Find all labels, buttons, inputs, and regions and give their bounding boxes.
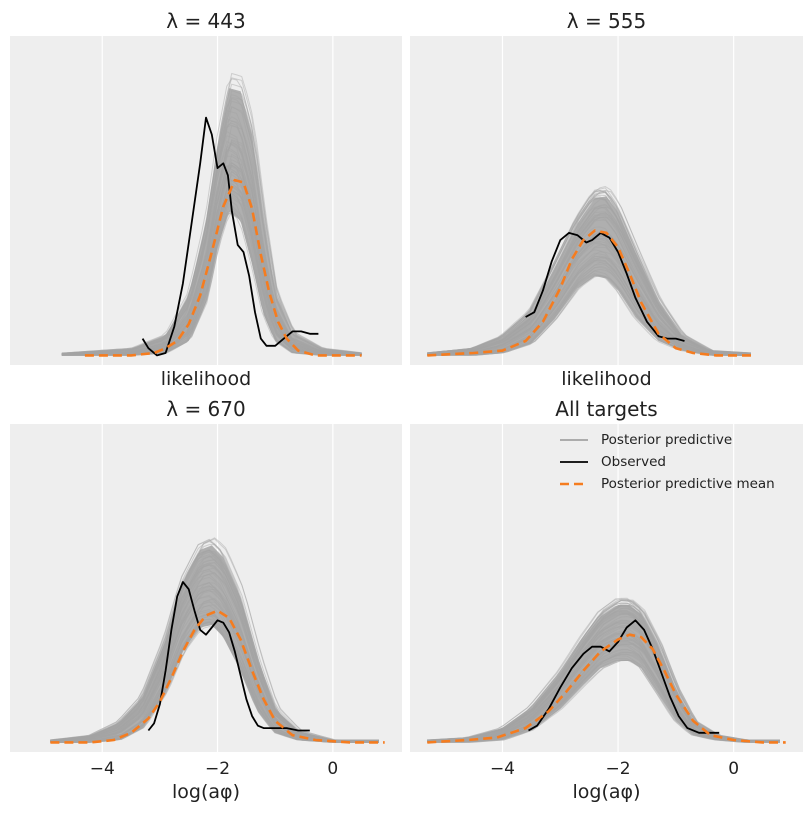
panel-4: All targets −4 −2 0 log(aφ) — [410, 397, 803, 803]
plot-area — [410, 424, 803, 752]
x-tick-label: −2 — [205, 759, 230, 779]
x-axis-label: log(aφ) — [172, 781, 240, 803]
panel-3: λ = 670 −4 −2 0 log(aφ) — [10, 397, 402, 803]
posterior-predictive-line — [427, 185, 752, 354]
posterior-predictive-mean-line — [427, 229, 751, 357]
posterior-predictive-curves — [61, 72, 362, 356]
panel-2: λ = 555 likelihood — [410, 9, 803, 390]
x-axis-label: likelihood — [561, 368, 651, 390]
posterior-predictive-curves — [50, 537, 379, 743]
posterior-predictive-mean-line — [50, 609, 385, 744]
legend-label: Posterior predictive mean — [601, 476, 775, 492]
posterior-predictive-line — [427, 191, 752, 354]
posterior-predictive-core — [50, 545, 379, 743]
posterior-predictive-mean-line — [84, 178, 362, 357]
posterior-predictive-mean-line — [427, 633, 786, 744]
posterior-predictive-line — [427, 599, 780, 741]
x-axis-label: likelihood — [161, 368, 251, 390]
posterior-predictive-curves — [427, 185, 752, 356]
legend-label: Observed — [601, 454, 666, 470]
panel-title: λ = 443 — [166, 9, 245, 33]
posterior-predictive-line — [427, 191, 752, 354]
posterior-predictive-core — [427, 196, 751, 356]
posterior-predictive-line — [50, 540, 379, 741]
posterior-predictive-line — [427, 191, 752, 354]
x-axis-label: log(aφ) — [573, 781, 641, 803]
x-tick-label: 0 — [327, 759, 338, 779]
x-tick-label: −4 — [90, 759, 115, 779]
panel-title: All targets — [555, 397, 657, 421]
legend: Posterior predictive Observed Posterior pr… — [560, 432, 775, 492]
x-tick-label: −4 — [490, 759, 515, 779]
posterior-predictive-line — [61, 78, 362, 354]
observed-line — [528, 619, 720, 734]
posterior-predictive-core — [427, 605, 780, 743]
x-tick-label: −2 — [606, 759, 631, 779]
posterior-predictive-line — [427, 600, 780, 741]
posterior-predictive-line — [427, 187, 752, 354]
posterior-predictive-line — [427, 598, 780, 741]
observed-line — [147, 581, 310, 732]
legend-label: Posterior predictive — [601, 432, 732, 448]
posterior-predictive-core — [61, 88, 362, 356]
panel-title: λ = 670 — [166, 397, 245, 421]
panel-1: λ = 443 likelihood — [10, 9, 402, 390]
plot-area — [10, 36, 402, 365]
x-tick-label: 0 — [728, 759, 739, 779]
panel-title: λ = 555 — [567, 9, 646, 33]
